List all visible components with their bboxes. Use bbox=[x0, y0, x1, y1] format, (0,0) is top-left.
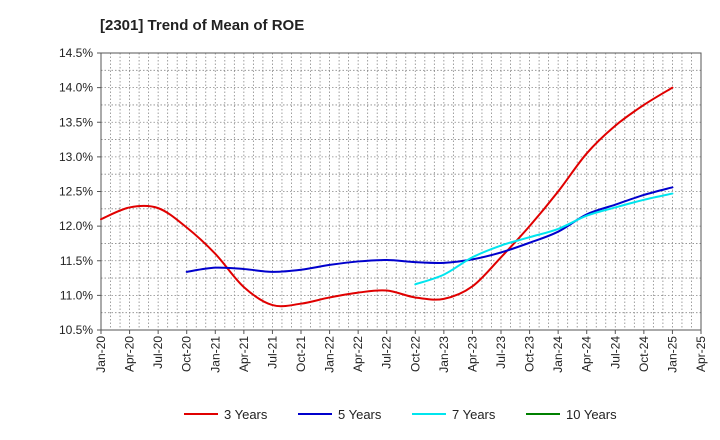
y-tick-label: 12.0% bbox=[59, 219, 93, 233]
x-tick-label: Apr-25 bbox=[694, 336, 708, 372]
legend-label-10-years: 10 Years bbox=[566, 407, 617, 422]
y-tick-label: 11.5% bbox=[60, 254, 93, 268]
y-tick-label: 14.0% bbox=[59, 81, 93, 95]
x-tick-label: Jan-25 bbox=[665, 336, 679, 373]
y-tick-label: 11.0% bbox=[60, 288, 93, 302]
legend: 3 Years 5 Years 7 Years 10 Years bbox=[184, 407, 617, 422]
x-tick-label: Apr-22 bbox=[351, 336, 365, 372]
y-tick-label: 14.5% bbox=[59, 46, 93, 60]
series-line-7-years bbox=[414, 192, 674, 286]
x-tick-label: Jul-24 bbox=[608, 336, 622, 369]
x-tick-label: Apr-23 bbox=[465, 336, 479, 372]
legend-label-5-years: 5 Years bbox=[338, 407, 382, 422]
x-tick-label: Oct-23 bbox=[523, 336, 537, 372]
y-tick-label: 10.5% bbox=[59, 323, 93, 337]
x-tick-labels: Jan-20 Apr-20 Jul-20 Oct-20 Jan-21 Apr-21 Jul-… bbox=[94, 336, 708, 373]
x-tick-label: Jan-20 bbox=[94, 336, 108, 373]
series-layer bbox=[100, 86, 674, 308]
y-tick-label: 12.5% bbox=[59, 185, 93, 199]
x-tick-label: Apr-20 bbox=[123, 336, 137, 372]
x-tick-label: Jan-23 bbox=[437, 336, 451, 373]
x-tick-label: Jul-20 bbox=[151, 336, 165, 369]
y-tick-labels: 10.5% 11.0% 11.5% 12.0% 12.5% 13.0% 13.5% 14.0%… bbox=[59, 46, 93, 337]
plot-area bbox=[101, 53, 701, 330]
x-tick-label: Jan-21 bbox=[208, 336, 222, 373]
legend-label-7-years: 7 Years bbox=[452, 407, 496, 422]
x-tick-label: Jan-22 bbox=[323, 336, 337, 373]
y-tick-label: 13.0% bbox=[59, 150, 93, 164]
x-tick-label: Jan-24 bbox=[551, 336, 565, 373]
x-tick-label: Apr-21 bbox=[237, 336, 251, 372]
x-tick-label: Oct-22 bbox=[408, 336, 422, 372]
grid bbox=[101, 53, 701, 330]
x-tick-label: Oct-20 bbox=[180, 336, 194, 372]
x-tick-label: Jul-21 bbox=[265, 336, 279, 369]
chart-title: [2301] Trend of Mean of ROE bbox=[100, 17, 304, 34]
legend-label-3-years: 3 Years bbox=[224, 407, 268, 422]
axes bbox=[97, 52, 702, 334]
x-tick-label: Jul-23 bbox=[494, 336, 508, 369]
series-line-3-years bbox=[100, 86, 674, 308]
x-tick-label: Jul-22 bbox=[380, 336, 394, 369]
series-line-5-years bbox=[185, 186, 674, 273]
x-tick-label: Oct-21 bbox=[294, 336, 308, 372]
y-tick-label: 13.5% bbox=[59, 115, 93, 129]
x-tick-label: Apr-24 bbox=[580, 336, 594, 372]
x-tick-label: Oct-24 bbox=[637, 336, 651, 372]
